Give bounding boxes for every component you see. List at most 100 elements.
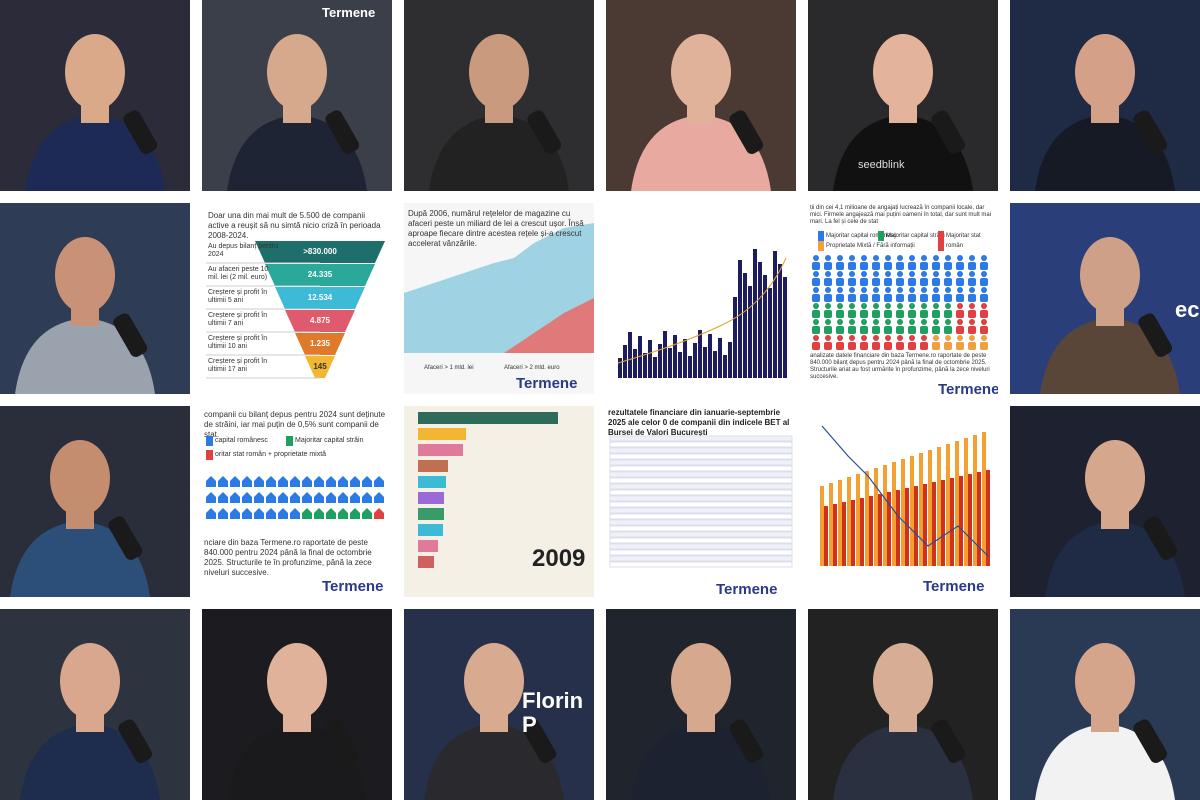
shape bbox=[758, 262, 762, 378]
shape bbox=[418, 428, 466, 440]
shape bbox=[1035, 724, 1175, 800]
shape bbox=[609, 471, 793, 478]
shape bbox=[956, 262, 964, 270]
shape bbox=[914, 486, 918, 566]
shape bbox=[833, 115, 973, 191]
shape bbox=[872, 310, 880, 318]
drawing bbox=[609, 435, 793, 568]
shape bbox=[887, 492, 891, 566]
bar-line-chart: Termene bbox=[808, 406, 998, 597]
shape bbox=[338, 492, 348, 503]
shape bbox=[267, 643, 327, 719]
shape bbox=[609, 519, 793, 526]
shape bbox=[266, 476, 276, 487]
shape bbox=[254, 476, 264, 487]
shape bbox=[932, 342, 940, 350]
shape bbox=[873, 643, 933, 719]
shape bbox=[872, 278, 880, 286]
shape bbox=[255, 241, 385, 263]
shape bbox=[944, 294, 952, 302]
photo: ecu bbox=[1010, 203, 1200, 394]
shape bbox=[628, 332, 632, 378]
shape bbox=[763, 275, 767, 378]
shape bbox=[1143, 516, 1178, 560]
shape bbox=[849, 287, 855, 293]
step-label: Creștere și profit în ultimii 10 ani bbox=[208, 335, 268, 350]
shape bbox=[885, 287, 891, 293]
shape bbox=[884, 294, 892, 302]
shape bbox=[969, 319, 975, 325]
shape bbox=[825, 287, 831, 293]
shape bbox=[418, 460, 448, 472]
shape bbox=[981, 303, 987, 309]
shape bbox=[872, 262, 880, 270]
shape bbox=[633, 349, 637, 378]
step-value: 24.335 bbox=[307, 270, 333, 279]
title: rezultatele financiare din ianuarie-sept… bbox=[608, 408, 790, 437]
shape bbox=[969, 271, 975, 277]
shape bbox=[609, 465, 793, 472]
shape bbox=[418, 524, 443, 536]
shape bbox=[957, 287, 963, 293]
shape bbox=[944, 310, 952, 318]
shape bbox=[885, 335, 891, 341]
shape bbox=[658, 344, 662, 378]
drawing bbox=[206, 476, 384, 519]
shape bbox=[609, 537, 793, 544]
drawing bbox=[418, 412, 558, 568]
shape bbox=[609, 525, 793, 532]
shape bbox=[643, 353, 647, 378]
step-value: >830.000 bbox=[303, 247, 337, 256]
legend-item: Proprietate Mixtă / Fără informații bbox=[818, 241, 915, 251]
shape bbox=[609, 483, 793, 490]
shape bbox=[275, 287, 365, 309]
caption: companii cu bilanț depus pentru 2024 sun… bbox=[204, 410, 386, 439]
shape bbox=[968, 310, 976, 318]
shape bbox=[325, 719, 360, 763]
drawing bbox=[606, 0, 796, 191]
shape bbox=[1075, 34, 1135, 110]
step-value: 4.875 bbox=[309, 316, 331, 325]
shape bbox=[921, 255, 927, 261]
shape bbox=[851, 500, 855, 566]
table: rezultatele financiare din ianuarie-sept… bbox=[606, 406, 796, 597]
shape bbox=[897, 319, 903, 325]
shape bbox=[883, 465, 887, 566]
shape bbox=[908, 294, 916, 302]
shape bbox=[609, 531, 793, 538]
shape bbox=[418, 444, 463, 456]
shape bbox=[982, 432, 986, 566]
shape bbox=[921, 335, 927, 341]
shape bbox=[671, 643, 731, 719]
shape bbox=[860, 326, 868, 334]
shape bbox=[825, 271, 831, 277]
shape bbox=[919, 453, 923, 566]
shape bbox=[908, 342, 916, 350]
shape bbox=[944, 278, 952, 286]
photo: seedblink bbox=[808, 0, 998, 191]
shape bbox=[768, 288, 772, 378]
shape bbox=[773, 251, 777, 378]
logo: Termene bbox=[938, 381, 998, 394]
shape bbox=[848, 326, 856, 334]
shape bbox=[230, 476, 240, 487]
drawing bbox=[617, 249, 787, 378]
shape bbox=[908, 326, 916, 334]
shape bbox=[837, 335, 843, 341]
shape bbox=[968, 262, 976, 270]
shape bbox=[869, 496, 873, 566]
shape bbox=[873, 34, 933, 110]
drawing bbox=[808, 0, 998, 191]
shape bbox=[821, 425, 989, 557]
shape bbox=[522, 719, 557, 763]
shape bbox=[981, 271, 987, 277]
shape bbox=[813, 335, 819, 341]
drawing bbox=[1010, 0, 1200, 191]
shape bbox=[945, 255, 951, 261]
shape bbox=[865, 471, 869, 566]
shape bbox=[860, 342, 868, 350]
shape bbox=[837, 303, 843, 309]
drawing bbox=[606, 609, 796, 800]
shape bbox=[837, 287, 843, 293]
shape bbox=[1133, 110, 1168, 154]
